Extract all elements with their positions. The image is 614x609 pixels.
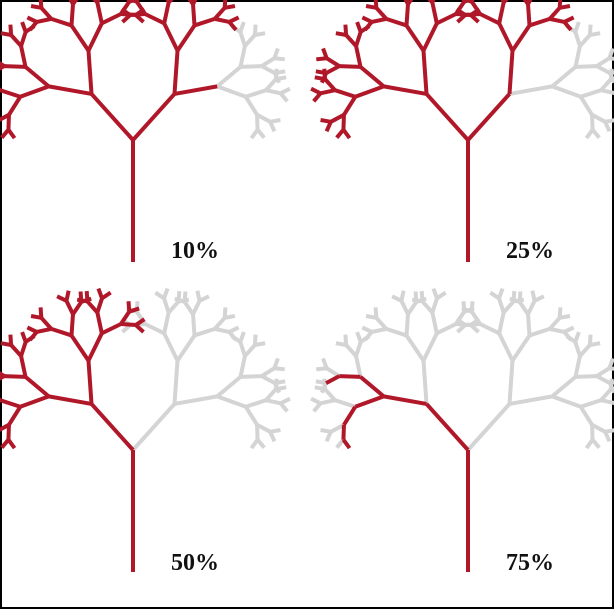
percent-label: 25% — [506, 238, 554, 264]
branch — [590, 33, 600, 35]
branch — [343, 425, 344, 440]
branch — [225, 6, 235, 8]
branch — [316, 381, 326, 383]
branch — [71, 4, 72, 25]
branch — [345, 335, 346, 345]
branch — [528, 4, 529, 25]
branch — [193, 4, 194, 25]
branch — [609, 368, 614, 369]
branch — [255, 343, 265, 345]
branch — [528, 314, 529, 335]
percent-label: 50% — [171, 550, 219, 576]
branch — [240, 66, 261, 67]
branch — [345, 25, 346, 35]
branch — [71, 314, 72, 335]
branch — [520, 291, 521, 301]
branch — [193, 314, 194, 335]
percent-label: 75% — [506, 550, 554, 576]
branch — [560, 6, 570, 8]
branch — [316, 71, 326, 73]
branch — [87, 291, 88, 301]
branch — [257, 115, 258, 130]
branch — [276, 77, 286, 79]
branch — [137, 0, 138, 2]
branch — [472, 301, 473, 311]
branch — [406, 4, 407, 25]
branch — [406, 314, 407, 335]
branch — [66, 291, 68, 301]
branch — [274, 58, 284, 59]
branch — [257, 425, 258, 440]
branch — [575, 66, 596, 67]
branch — [575, 376, 596, 377]
branch — [321, 430, 331, 432]
branch — [422, 291, 423, 301]
branch — [4, 376, 25, 377]
branch — [472, 0, 473, 2]
branch — [121, 324, 136, 325]
branch — [10, 25, 11, 35]
branch — [276, 387, 286, 389]
branch — [4, 66, 25, 67]
branch — [41, 307, 42, 317]
branch — [185, 291, 186, 301]
branch — [609, 58, 614, 59]
branch — [339, 66, 360, 67]
branch — [240, 376, 261, 377]
branch — [10, 335, 11, 345]
branch — [339, 376, 360, 377]
branch — [225, 316, 235, 318]
branch — [592, 425, 593, 440]
branch — [321, 120, 331, 122]
branch — [274, 368, 284, 369]
branch — [401, 291, 403, 301]
branch — [376, 0, 377, 8]
branch — [592, 115, 593, 130]
branch — [560, 316, 570, 318]
branch — [41, 0, 42, 8]
percent-label: 10% — [171, 238, 219, 264]
branch — [255, 33, 265, 35]
branch — [590, 343, 600, 345]
branch — [376, 307, 377, 317]
figure: 10% 25% 50% 75% — [0, 0, 614, 609]
